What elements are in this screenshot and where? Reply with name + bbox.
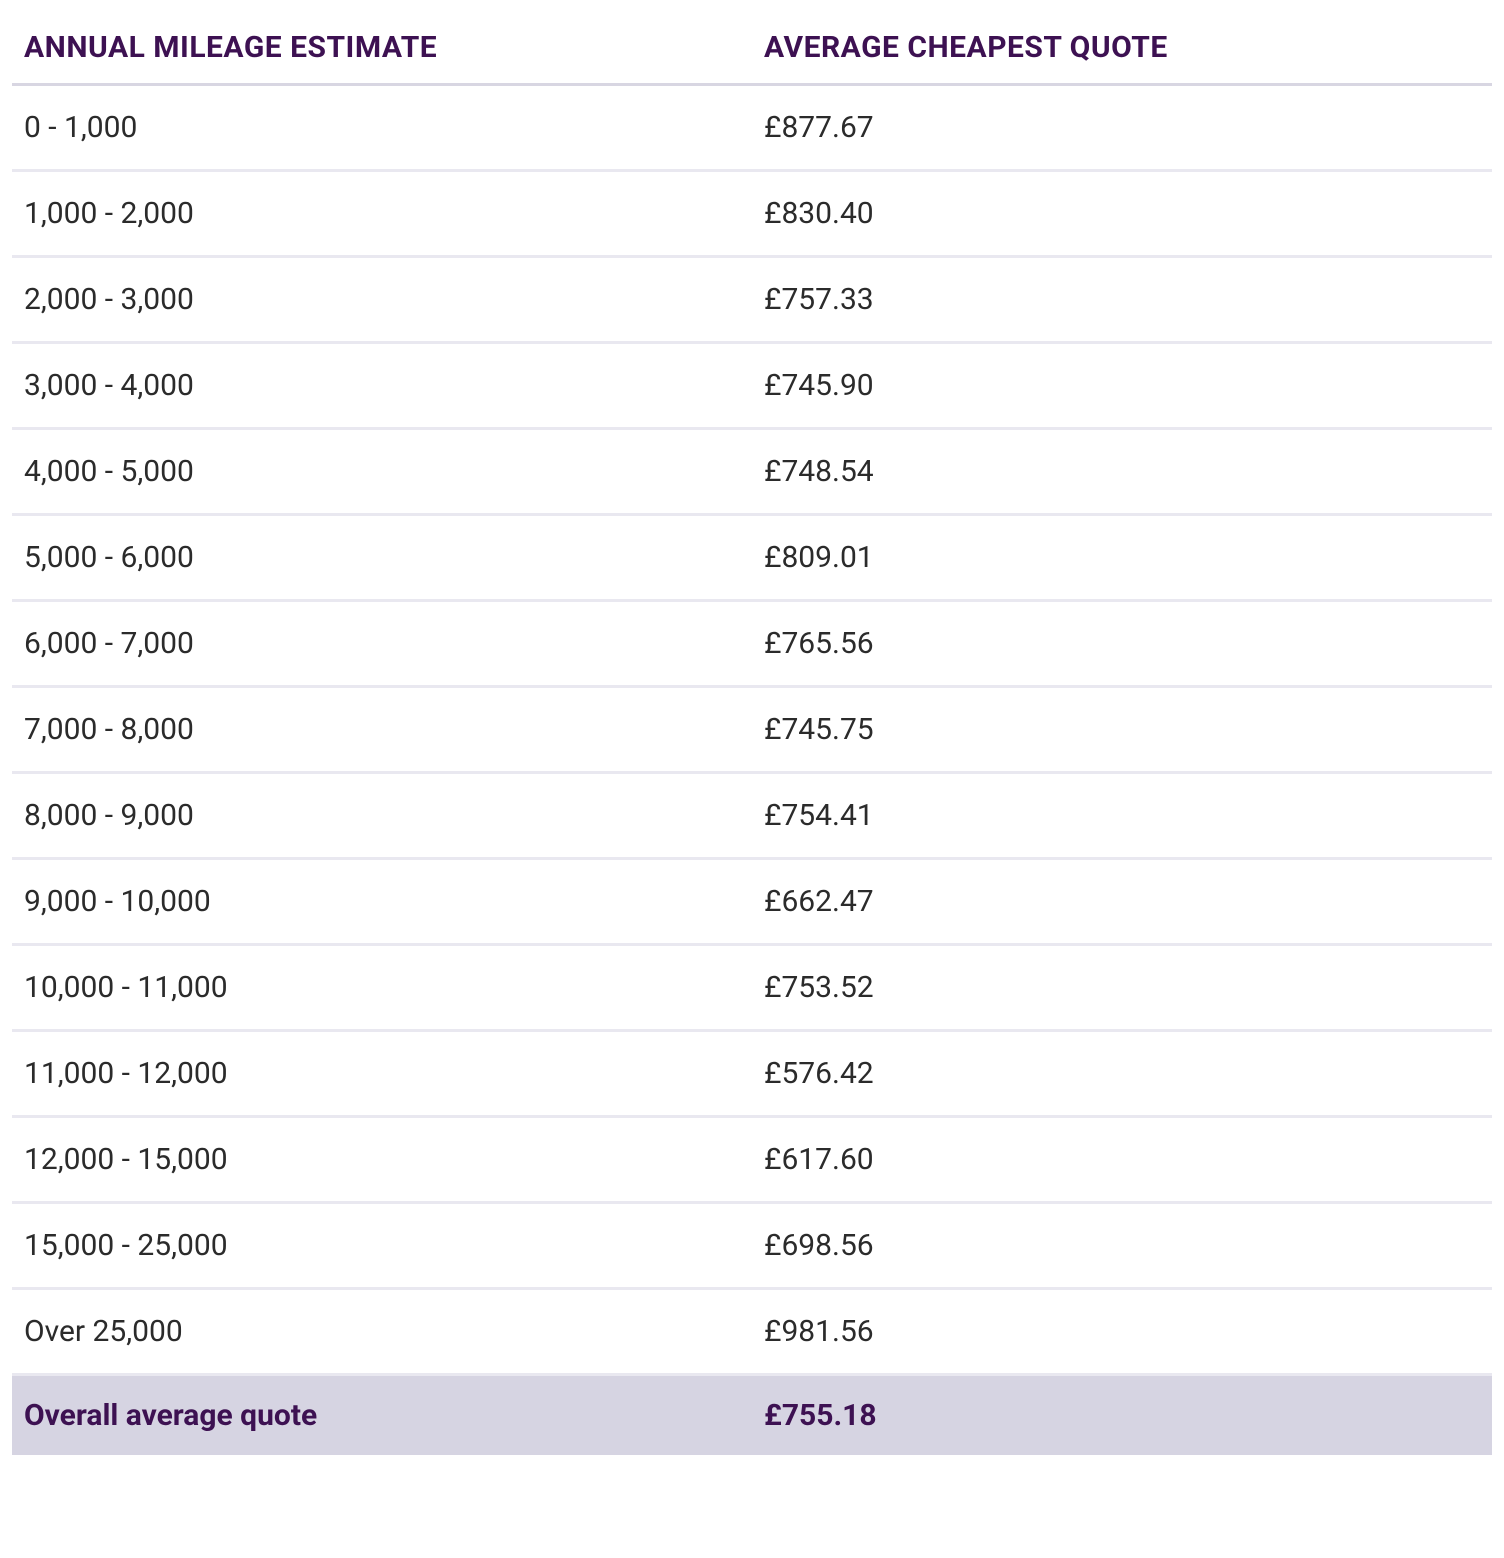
cell-quote: £745.90: [752, 343, 1492, 429]
summary-row: Overall average quote £755.18: [12, 1375, 1492, 1456]
summary-label: Overall average quote: [12, 1375, 752, 1456]
cell-quote: £576.42: [752, 1031, 1492, 1117]
table-row: 1,000 - 2,000 £830.40: [12, 171, 1492, 257]
cell-mileage: 4,000 - 5,000: [12, 429, 752, 515]
table-row: 4,000 - 5,000 £748.54: [12, 429, 1492, 515]
cell-quote: £754.41: [752, 773, 1492, 859]
cell-quote: £753.52: [752, 945, 1492, 1031]
table-header-row: ANNUAL MILEAGE ESTIMATE AVERAGE CHEAPEST…: [12, 12, 1492, 85]
cell-mileage: 2,000 - 3,000: [12, 257, 752, 343]
cell-quote: £809.01: [752, 515, 1492, 601]
cell-quote: £748.54: [752, 429, 1492, 515]
table-row: 7,000 - 8,000 £745.75: [12, 687, 1492, 773]
cell-quote: £617.60: [752, 1117, 1492, 1203]
cell-mileage: 7,000 - 8,000: [12, 687, 752, 773]
cell-mileage: 9,000 - 10,000: [12, 859, 752, 945]
mileage-quote-table: ANNUAL MILEAGE ESTIMATE AVERAGE CHEAPEST…: [12, 12, 1492, 1455]
cell-quote: £830.40: [752, 171, 1492, 257]
cell-mileage: 15,000 - 25,000: [12, 1203, 752, 1289]
cell-mileage: 3,000 - 4,000: [12, 343, 752, 429]
cell-mileage: 0 - 1,000: [12, 85, 752, 171]
cell-mileage: 12,000 - 15,000: [12, 1117, 752, 1203]
table-row: 0 - 1,000 £877.67: [12, 85, 1492, 171]
table-row: 5,000 - 6,000 £809.01: [12, 515, 1492, 601]
cell-mileage: 6,000 - 7,000: [12, 601, 752, 687]
cell-mileage: 8,000 - 9,000: [12, 773, 752, 859]
cell-mileage: Over 25,000: [12, 1289, 752, 1375]
table-body: 0 - 1,000 £877.67 1,000 - 2,000 £830.40 …: [12, 85, 1492, 1456]
table-row: 15,000 - 25,000 £698.56: [12, 1203, 1492, 1289]
cell-mileage: 10,000 - 11,000: [12, 945, 752, 1031]
mileage-quote-table-container: ANNUAL MILEAGE ESTIMATE AVERAGE CHEAPEST…: [12, 12, 1492, 1455]
table-row: 9,000 - 10,000 £662.47: [12, 859, 1492, 945]
table-row: 11,000 - 12,000 £576.42: [12, 1031, 1492, 1117]
cell-quote: £981.56: [752, 1289, 1492, 1375]
cell-quote: £698.56: [752, 1203, 1492, 1289]
table-row: 10,000 - 11,000 £753.52: [12, 945, 1492, 1031]
table-row: 3,000 - 4,000 £745.90: [12, 343, 1492, 429]
cell-quote: £765.56: [752, 601, 1492, 687]
table-row: Over 25,000 £981.56: [12, 1289, 1492, 1375]
table-row: 8,000 - 9,000 £754.41: [12, 773, 1492, 859]
table-row: 12,000 - 15,000 £617.60: [12, 1117, 1492, 1203]
table-row: 2,000 - 3,000 £757.33: [12, 257, 1492, 343]
cell-quote: £745.75: [752, 687, 1492, 773]
cell-quote: £877.67: [752, 85, 1492, 171]
cell-quote: £757.33: [752, 257, 1492, 343]
column-header-quote: AVERAGE CHEAPEST QUOTE: [752, 12, 1492, 85]
cell-quote: £662.47: [752, 859, 1492, 945]
column-header-mileage: ANNUAL MILEAGE ESTIMATE: [12, 12, 752, 85]
cell-mileage: 11,000 - 12,000: [12, 1031, 752, 1117]
cell-mileage: 1,000 - 2,000: [12, 171, 752, 257]
table-row: 6,000 - 7,000 £765.56: [12, 601, 1492, 687]
summary-value: £755.18: [752, 1375, 1492, 1456]
cell-mileage: 5,000 - 6,000: [12, 515, 752, 601]
